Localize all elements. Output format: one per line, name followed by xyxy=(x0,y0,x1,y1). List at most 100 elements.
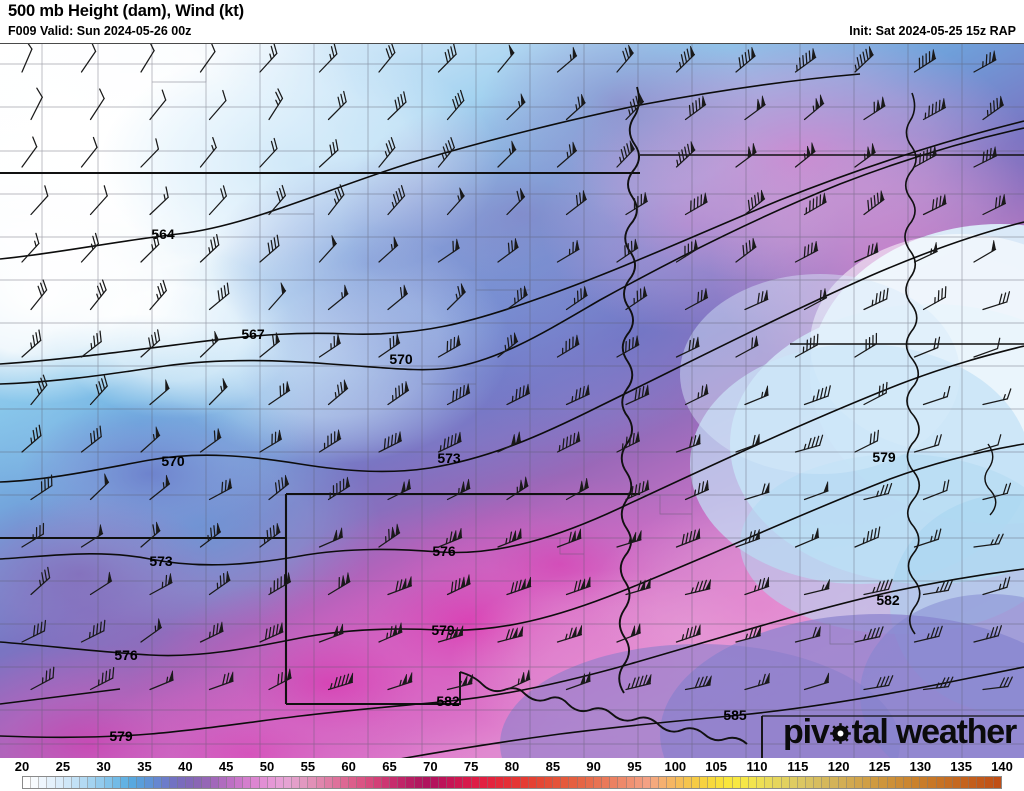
colorbar-swatch xyxy=(235,777,244,788)
colorbar-swatch xyxy=(23,777,32,788)
init-time-label: Init: Sat 2024-05-25 15z RAP xyxy=(849,24,1016,38)
wind-barb xyxy=(268,282,287,311)
colorbar-swatch xyxy=(748,777,758,788)
wind-barb xyxy=(446,187,465,216)
colorbar-swatch xyxy=(88,777,97,788)
wind-barb xyxy=(744,576,770,596)
colorbar-swatch xyxy=(365,777,374,788)
wind-barb xyxy=(30,87,43,121)
colorbar-tick-110: 110 xyxy=(746,759,768,774)
wind-barb xyxy=(506,383,530,406)
colorbar-swatch xyxy=(822,777,831,788)
colorbar-swatch xyxy=(218,777,227,788)
wind-barb xyxy=(446,89,465,121)
wind-barb xyxy=(80,136,98,168)
wind-barb xyxy=(973,434,1002,453)
wind-barb xyxy=(616,140,635,168)
colorbar-tick-65: 65 xyxy=(382,759,397,774)
wind-barb xyxy=(259,522,281,548)
colorbar-swatch xyxy=(438,777,448,788)
colorbar-swatch xyxy=(80,777,89,788)
wind-barb xyxy=(854,242,879,263)
wind-barb xyxy=(565,477,589,501)
wind-barb xyxy=(625,192,648,216)
colorbar-swatch xyxy=(667,777,676,788)
wind-barb xyxy=(21,136,38,168)
colorbar-swatch xyxy=(300,777,309,788)
wind-barb xyxy=(437,431,462,453)
colorbar-swatch xyxy=(863,777,872,788)
logo-text-part2: tal weather xyxy=(851,713,1018,751)
contour-label: 573 xyxy=(149,553,173,569)
colorbar-swatch xyxy=(292,777,301,788)
colorbar-swatch xyxy=(169,777,178,788)
wind-barb xyxy=(616,530,642,548)
wind-barb xyxy=(922,676,954,691)
wind-barb xyxy=(21,329,42,358)
wind-barb xyxy=(863,578,893,596)
wind-barb xyxy=(140,521,161,548)
colorbar-swatch xyxy=(708,777,717,788)
wind-speed-colorbar[interactable]: 20 25 30 35 40 45 50 55 60 65 70 75 80 85 90 95 100 105 11… xyxy=(0,758,1024,791)
wind-barb xyxy=(982,95,1004,121)
colorbar-tick-130: 130 xyxy=(909,759,932,774)
wind-barb xyxy=(565,286,588,311)
wind-barb xyxy=(327,379,349,406)
wind-barb xyxy=(735,143,757,168)
colorbar-tick-30: 30 xyxy=(96,759,111,774)
colorbar-swatch xyxy=(137,777,146,788)
wind-barb xyxy=(803,579,830,596)
contour-label: 585 xyxy=(723,707,747,723)
colorbar-swatch xyxy=(732,777,741,788)
wind-barb xyxy=(803,288,828,311)
weather-map-canvas[interactable]: 564 567 570 570 573 573 576 576 579 579 579 582 582 5… xyxy=(0,43,1024,758)
wind-barb xyxy=(973,625,1002,643)
contour-label: 579 xyxy=(109,728,133,744)
wind-barb xyxy=(199,428,222,453)
wind-barb xyxy=(803,672,830,691)
colorbar-tick-20: 20 xyxy=(14,759,30,774)
colorbar-swatch xyxy=(243,777,252,788)
wind-barb xyxy=(556,528,582,548)
wind-barb xyxy=(446,478,471,501)
wind-barb xyxy=(863,482,893,501)
wind-barb xyxy=(506,669,531,691)
wind-barb xyxy=(387,672,413,691)
colorbar-swatch xyxy=(545,777,554,788)
wind-barb xyxy=(556,334,580,358)
colorbar-swatch xyxy=(324,777,333,788)
wind-barb xyxy=(565,576,591,596)
colorbar-swatch xyxy=(186,777,195,788)
wind-barb xyxy=(140,138,160,168)
wind-barb xyxy=(684,480,710,501)
contour-label: 582 xyxy=(436,693,460,709)
wind-barb xyxy=(794,240,819,263)
colorbar-swatch xyxy=(830,777,839,788)
contour-label: 579 xyxy=(431,622,455,638)
wind-barb xyxy=(854,429,880,453)
wind-barb xyxy=(982,291,1011,311)
colorbar-swatch xyxy=(789,777,798,788)
colorbar-swatch xyxy=(985,777,994,788)
colorbar-swatch xyxy=(463,777,472,788)
contour-573 xyxy=(0,221,1024,483)
wind-barb xyxy=(149,279,167,311)
wind-barb xyxy=(913,336,941,358)
colorbar-swatch xyxy=(846,777,855,788)
wind-barb xyxy=(327,284,349,311)
wind-barb xyxy=(89,185,108,216)
wind-barb xyxy=(497,431,522,453)
contour-579-a xyxy=(0,443,1024,657)
wind-barb xyxy=(616,44,634,73)
wind-barb xyxy=(675,141,696,168)
colorbar-swatch xyxy=(952,777,961,788)
wind-barb xyxy=(506,476,529,501)
colorbar-swatch xyxy=(316,777,325,788)
wind-barb xyxy=(625,674,652,691)
wind-barb xyxy=(30,474,53,501)
wind-barb xyxy=(89,473,110,501)
wind-barb xyxy=(675,624,701,643)
contour-label: 579 xyxy=(872,449,896,465)
wind-barb xyxy=(318,623,344,643)
colorbar-swatch xyxy=(145,777,154,788)
